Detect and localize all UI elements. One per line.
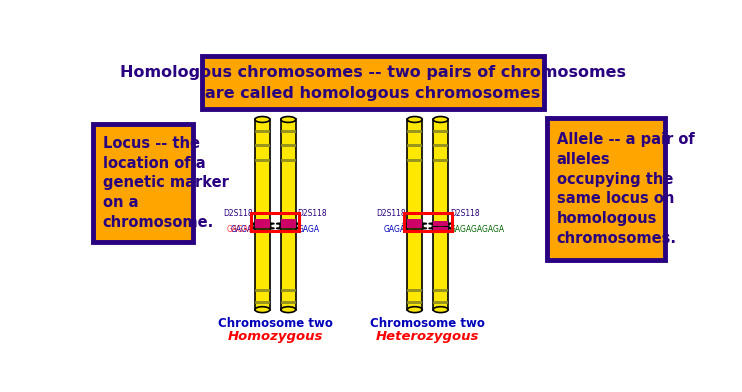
Bar bbox=[433, 227, 448, 232]
Bar bbox=[407, 159, 422, 162]
Ellipse shape bbox=[406, 224, 424, 226]
Ellipse shape bbox=[406, 226, 424, 228]
Text: GAGAGAGAGA: GAGAGAGAGA bbox=[450, 225, 505, 234]
Ellipse shape bbox=[403, 227, 427, 229]
Bar bbox=[280, 130, 296, 133]
Text: GAGA: GAGA bbox=[384, 225, 406, 234]
Bar bbox=[407, 289, 422, 292]
Ellipse shape bbox=[280, 307, 296, 312]
Ellipse shape bbox=[429, 223, 453, 225]
Ellipse shape bbox=[279, 224, 298, 226]
Bar bbox=[280, 120, 296, 310]
FancyBboxPatch shape bbox=[547, 118, 665, 260]
Bar bbox=[406, 223, 424, 229]
Ellipse shape bbox=[276, 227, 301, 229]
Bar bbox=[433, 289, 448, 292]
Bar bbox=[255, 301, 270, 304]
Text: GAGA: GAGA bbox=[231, 225, 253, 234]
Ellipse shape bbox=[276, 223, 301, 225]
Ellipse shape bbox=[407, 307, 422, 312]
Ellipse shape bbox=[407, 116, 422, 122]
Ellipse shape bbox=[433, 116, 448, 122]
Text: D2S118: D2S118 bbox=[376, 209, 406, 218]
Bar bbox=[433, 221, 448, 226]
Bar bbox=[280, 289, 296, 292]
Ellipse shape bbox=[279, 226, 298, 228]
Ellipse shape bbox=[432, 224, 450, 226]
Bar bbox=[254, 223, 271, 229]
Bar bbox=[433, 159, 448, 162]
Ellipse shape bbox=[429, 227, 453, 229]
Bar bbox=[433, 143, 448, 147]
Bar bbox=[280, 143, 296, 147]
Text: Chromosome two: Chromosome two bbox=[218, 317, 332, 330]
Bar bbox=[252, 213, 299, 231]
Bar bbox=[280, 223, 297, 229]
Text: D2S118: D2S118 bbox=[298, 209, 327, 218]
Text: Locus -- the
location of a
genetic marker
on a
chromosome.: Locus -- the location of a genetic marke… bbox=[102, 136, 229, 230]
Text: Chromosome two: Chromosome two bbox=[370, 317, 485, 330]
Ellipse shape bbox=[403, 223, 427, 225]
Ellipse shape bbox=[434, 225, 447, 227]
Bar bbox=[407, 301, 422, 304]
Bar bbox=[280, 159, 296, 162]
Text: Allele -- a pair of
alleles
occupying the
same locus on
homologous
chromosomes.: Allele -- a pair of alleles occupying th… bbox=[556, 132, 695, 246]
Bar bbox=[255, 159, 270, 162]
Bar bbox=[407, 143, 422, 147]
Ellipse shape bbox=[251, 223, 275, 225]
Bar bbox=[255, 120, 270, 310]
Ellipse shape bbox=[256, 225, 269, 227]
Bar bbox=[407, 219, 422, 229]
Ellipse shape bbox=[281, 225, 295, 227]
Ellipse shape bbox=[255, 307, 270, 312]
Bar bbox=[433, 120, 448, 310]
Bar bbox=[280, 301, 296, 304]
Text: Homozygous: Homozygous bbox=[228, 330, 323, 343]
Bar bbox=[280, 219, 296, 229]
Ellipse shape bbox=[408, 225, 421, 227]
Bar bbox=[255, 143, 270, 147]
Bar bbox=[255, 130, 270, 133]
Bar bbox=[433, 301, 448, 304]
Bar bbox=[407, 120, 422, 310]
Bar bbox=[407, 130, 422, 133]
Text: D2S118: D2S118 bbox=[450, 209, 479, 218]
Bar bbox=[432, 223, 450, 229]
Ellipse shape bbox=[254, 226, 272, 228]
Text: GAGA8: GAGA8 bbox=[226, 225, 253, 234]
Ellipse shape bbox=[254, 224, 272, 226]
Bar bbox=[255, 289, 270, 292]
Ellipse shape bbox=[432, 226, 450, 228]
Text: GAGA: GAGA bbox=[298, 225, 320, 234]
Text: Heterozygous: Heterozygous bbox=[376, 330, 479, 343]
Ellipse shape bbox=[433, 307, 448, 312]
Text: Homologous chromosomes -- two pairs of chromosomes
are called homologous chromos: Homologous chromosomes -- two pairs of c… bbox=[120, 65, 626, 100]
Ellipse shape bbox=[255, 116, 270, 122]
FancyBboxPatch shape bbox=[93, 124, 194, 242]
Text: D2S118: D2S118 bbox=[223, 209, 253, 218]
Ellipse shape bbox=[280, 116, 296, 122]
Bar bbox=[433, 130, 448, 133]
Ellipse shape bbox=[251, 227, 275, 229]
Bar bbox=[404, 213, 452, 231]
Bar bbox=[255, 219, 270, 229]
FancyBboxPatch shape bbox=[202, 56, 544, 109]
